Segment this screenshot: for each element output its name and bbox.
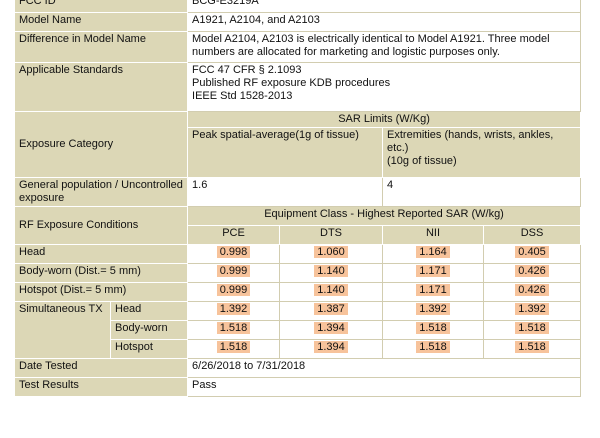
header: SAR Limits (W/Kg) [187, 111, 582, 128]
value-cell: 1.164 [382, 244, 485, 264]
value: 6/26/2018 to 7/31/2018 [187, 358, 582, 378]
line: FCC 47 CFR § 2.1093 [192, 64, 302, 76]
line: Published RF exposure KDB procedures [192, 77, 391, 89]
value: FCC 47 CFR § 2.1093 Published RF exposure… [187, 62, 582, 112]
sub-label: Head [109, 301, 189, 321]
row: Hotspot 1.518 1.394 1.518 1.518 [15, 339, 582, 359]
label: RF Exposure Conditions [13, 206, 189, 245]
row: Body-worn 1.518 1.394 1.518 1.518 [15, 320, 582, 340]
value-cell: 1.394 [279, 339, 384, 359]
label: Model Name [13, 12, 189, 32]
value-cell: 0.426 [483, 282, 582, 302]
value-cell: 0.998 [187, 244, 281, 264]
value-cell: 1.392 [187, 301, 281, 321]
sar-value: 1.518 [216, 322, 251, 334]
header: Peak spatial-average(1g of tissue) [187, 127, 384, 178]
value: BCG-E3219A [187, 0, 582, 13]
value-cell: 0.999 [187, 263, 281, 283]
value-cell: 1.392 [382, 301, 485, 321]
value-cell: 0.999 [187, 282, 281, 302]
sar-value: 1.060 [314, 246, 348, 258]
sar-value: 1.392 [216, 303, 251, 315]
sar-value: 0.999 [216, 284, 251, 296]
sar-value: 0.426 [515, 284, 549, 296]
sar-value: 1.394 [314, 341, 348, 353]
line: (10g of tissue) [387, 155, 457, 167]
sar-value: 0.999 [216, 265, 251, 277]
sar-value: 1.394 [314, 322, 348, 334]
label: FCC ID [13, 0, 189, 13]
value: A1921, A2104, and A2103 [187, 12, 582, 32]
value-cell: 1.518 [382, 320, 485, 340]
sar-value: 1.387 [314, 303, 348, 315]
spec-table: FCC ID BCG-E3219A Model Name A1921, A2104,… [13, 0, 582, 397]
row: Body-worn (Dist.= 5 mm) 0.999 1.140 1.171 0.… [13, 263, 582, 283]
sar-value: 0.998 [216, 246, 251, 258]
sar-value: 1.518 [515, 322, 549, 334]
value-cell: 1.171 [382, 282, 485, 302]
header: Extremities (hands, wrists, ankles, etc.… [382, 127, 582, 178]
value-cell: 1.392 [483, 301, 582, 321]
sar-value: 1.140 [314, 265, 348, 277]
sub-label: Hotspot [109, 339, 189, 359]
value: 4 [382, 177, 582, 207]
value-cell: 1.518 [382, 339, 485, 359]
sar-value: 1.518 [416, 322, 450, 334]
line: Extremities (hands, wrists, ankles, etc.… [387, 129, 554, 154]
sar-value: 1.518 [216, 341, 251, 353]
sar-value: 1.164 [416, 246, 450, 258]
value-cell: 0.405 [483, 244, 582, 264]
value-cell: 1.518 [483, 320, 582, 340]
value-cell: 1.387 [279, 301, 384, 321]
value-cell: 1.518 [483, 339, 582, 359]
row: Head 0.998 1.060 1.164 0.405 [13, 244, 582, 264]
value-cell: 1.140 [279, 282, 384, 302]
value: Pass [187, 377, 582, 397]
value-cell: 1.140 [279, 263, 384, 283]
value-cell: 1.518 [187, 320, 281, 340]
label: Test Results [13, 377, 189, 397]
sar-value: 1.518 [515, 341, 549, 353]
sar-value: 0.405 [515, 246, 549, 258]
row: Simultaneous TX Head 1.392 1.387 1.392 1.392 [14, 301, 582, 359]
value-cell: 1.518 [187, 339, 281, 359]
class-header: NII [382, 225, 485, 245]
sar-value: 1.518 [416, 341, 450, 353]
value: Model A2104, A2103 is electrically ident… [187, 31, 582, 63]
sar-value: 0.426 [515, 265, 549, 277]
label: Applicable Standards [13, 62, 189, 112]
sar-value: 1.140 [314, 284, 348, 296]
label: Simultaneous TX [14, 301, 111, 359]
sar-value: 1.392 [416, 303, 450, 315]
sar-value: 1.171 [416, 284, 450, 296]
class-header: DTS [279, 225, 384, 245]
sar-value: 1.392 [515, 303, 549, 315]
label: Body-worn (Dist.= 5 mm) [13, 263, 189, 283]
value: 1.6 [187, 177, 384, 207]
label: Head [13, 244, 189, 264]
label: Exposure Category [13, 111, 189, 178]
sar-value: 1.171 [416, 265, 450, 277]
label: Difference in Model Name [13, 31, 189, 63]
line: IEEE Std 1528-2013 [192, 90, 293, 102]
class-header: DSS [483, 225, 582, 245]
value-cell: 0.426 [483, 263, 582, 283]
value-cell: 1.060 [279, 244, 384, 264]
class-header: PCE [187, 225, 281, 245]
label: General population / Uncontrolled exposu… [13, 177, 189, 207]
sub-label: Body-worn [109, 320, 189, 340]
value-cell: 1.394 [279, 320, 384, 340]
header: Equipment Class - Highest Reported SAR (… [187, 206, 582, 226]
label: Date Tested [13, 358, 189, 378]
label: Hotspot (Dist.= 5 mm) [13, 282, 189, 302]
value-cell: 1.171 [382, 263, 485, 283]
row: Hotspot (Dist.= 5 mm) 0.999 1.140 1.171 0.42… [13, 282, 582, 302]
